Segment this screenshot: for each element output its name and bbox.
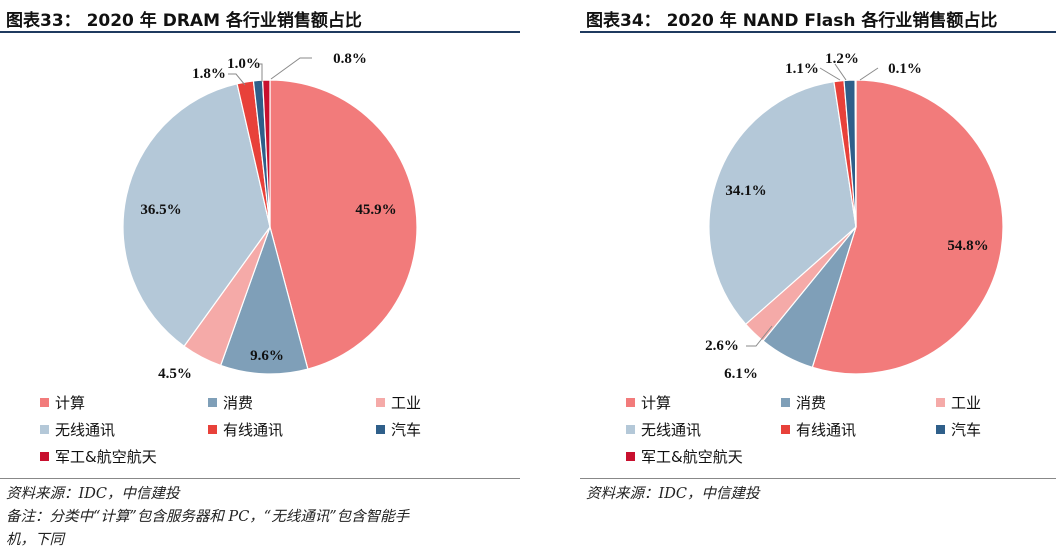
leader-line [834, 63, 847, 81]
data-label-military: 0.8% [333, 51, 367, 67]
pie-slice-wireless [122, 83, 271, 348]
title-divider [580, 31, 1056, 33]
dram-remark-line-1: 备注：分类中“计算”包含服务器和 PC，“无线通讯”包含智能手 [6, 509, 410, 525]
data-label-consumer: 9.6% [250, 348, 284, 364]
data-label-auto: 1.0% [227, 56, 261, 72]
legend-swatch [626, 398, 635, 407]
legend-swatch [936, 425, 945, 434]
legend-swatch [208, 425, 217, 434]
dram-remark-line-2: 机，下同 [6, 532, 64, 548]
legend-label: 军工&航空航天 [55, 448, 157, 466]
source-divider [0, 478, 520, 479]
pie-slice-compute [269, 79, 418, 370]
data-label-wireless: 34.1% [725, 183, 766, 199]
data-label-industrial: 4.5% [158, 366, 192, 382]
legend-swatch [208, 398, 217, 407]
data-label-industrial: 2.6% [705, 338, 739, 354]
legend-label: 无线通讯 [641, 421, 702, 439]
leader-line [746, 325, 773, 347]
legend-label: 军工&航空航天 [641, 448, 743, 466]
pie-slice-compute [811, 79, 1004, 375]
title-divider [0, 31, 520, 33]
dram-legend: 计算 消费 工业无线通讯 有线通讯 汽车军工&航空航天 [40, 392, 510, 472]
legend-label: 无线通讯 [55, 421, 116, 439]
legend-item-wireless: 无线通讯 [40, 419, 115, 440]
pie-slice-wireless [708, 80, 857, 326]
legend-label: 汽车 [951, 421, 982, 439]
pie-slice-consumer [219, 224, 309, 375]
nand-figure-title: 图表34： 2020 年 NAND Flash 各行业销售额占比 [586, 11, 998, 31]
nand-source-note: 资料来源：IDC，中信建投 [586, 486, 760, 502]
nand-legend: 计算 消费 工业无线通讯 有线通讯 汽车军工&航空航天 [626, 392, 1046, 472]
legend-swatch [936, 398, 945, 407]
legend-swatch [781, 425, 790, 434]
data-label-wired: 1.8% [192, 66, 226, 82]
leader-line [270, 57, 312, 80]
legend-label: 工业 [951, 394, 982, 412]
legend-item-military: 军工&航空航天 [626, 446, 743, 467]
data-label-military: 0.1% [888, 61, 922, 77]
data-label-wireless: 36.5% [140, 202, 181, 218]
data-label-wired: 1.1% [785, 61, 819, 77]
data-label-auto: 1.2% [825, 51, 859, 67]
legend-item-industrial: 工业 [936, 392, 981, 413]
legend-item-wireless: 无线通讯 [626, 419, 701, 440]
pie-slice-military [261, 79, 271, 228]
legend-label: 计算 [641, 394, 672, 412]
nand-pie-chart: 54.8% 6.1% 2.6% 34.1% 1.1% 1.2% 0.1% [705, 51, 1004, 382]
legend-swatch [376, 425, 385, 434]
legend-swatch [40, 398, 49, 407]
legend-item-consumer: 消费 [781, 392, 826, 413]
legend-item-industrial: 工业 [376, 392, 421, 413]
legend-swatch [376, 398, 385, 407]
data-label-compute: 45.9% [355, 202, 396, 218]
legend-label: 工业 [391, 394, 422, 412]
leader-line [819, 67, 841, 81]
leader-line [228, 73, 246, 86]
data-label-consumer: 6.1% [724, 366, 758, 382]
legend-item-auto: 汽车 [376, 419, 421, 440]
data-label-compute: 54.8% [947, 238, 988, 254]
legend-item-military: 军工&航空航天 [40, 446, 157, 467]
legend-swatch [40, 425, 49, 434]
leader-line [859, 67, 879, 81]
legend-swatch [626, 425, 635, 434]
legend-label: 有线通讯 [223, 421, 284, 439]
legend-item-compute: 计算 [626, 392, 671, 413]
legend-swatch [781, 398, 790, 407]
legend-swatch [40, 452, 49, 461]
legend-label: 汽车 [391, 421, 422, 439]
legend-label: 计算 [55, 394, 86, 412]
legend-item-wired: 有线通讯 [781, 419, 856, 440]
legend-swatch [626, 452, 635, 461]
legend-item-consumer: 消费 [208, 392, 253, 413]
dram-figure-title: 图表33： 2020 年 DRAM 各行业销售额占比 [6, 11, 362, 31]
leader-line [258, 63, 263, 82]
legend-item-wired: 有线通讯 [208, 419, 283, 440]
dram-source-note: 资料来源：IDC，中信建投 [6, 486, 180, 502]
legend-label: 消费 [796, 394, 827, 412]
dram-pie-chart: 45.9% 9.6% 4.5% 36.5% 1.8%1.0% 0.8% [122, 51, 418, 382]
legend-item-auto: 汽车 [936, 419, 981, 440]
legend-item-compute: 计算 [40, 392, 85, 413]
source-divider [580, 478, 1056, 479]
legend-label: 有线通讯 [796, 421, 857, 439]
legend-label: 消费 [223, 394, 254, 412]
pie-slice-military [854, 79, 857, 228]
